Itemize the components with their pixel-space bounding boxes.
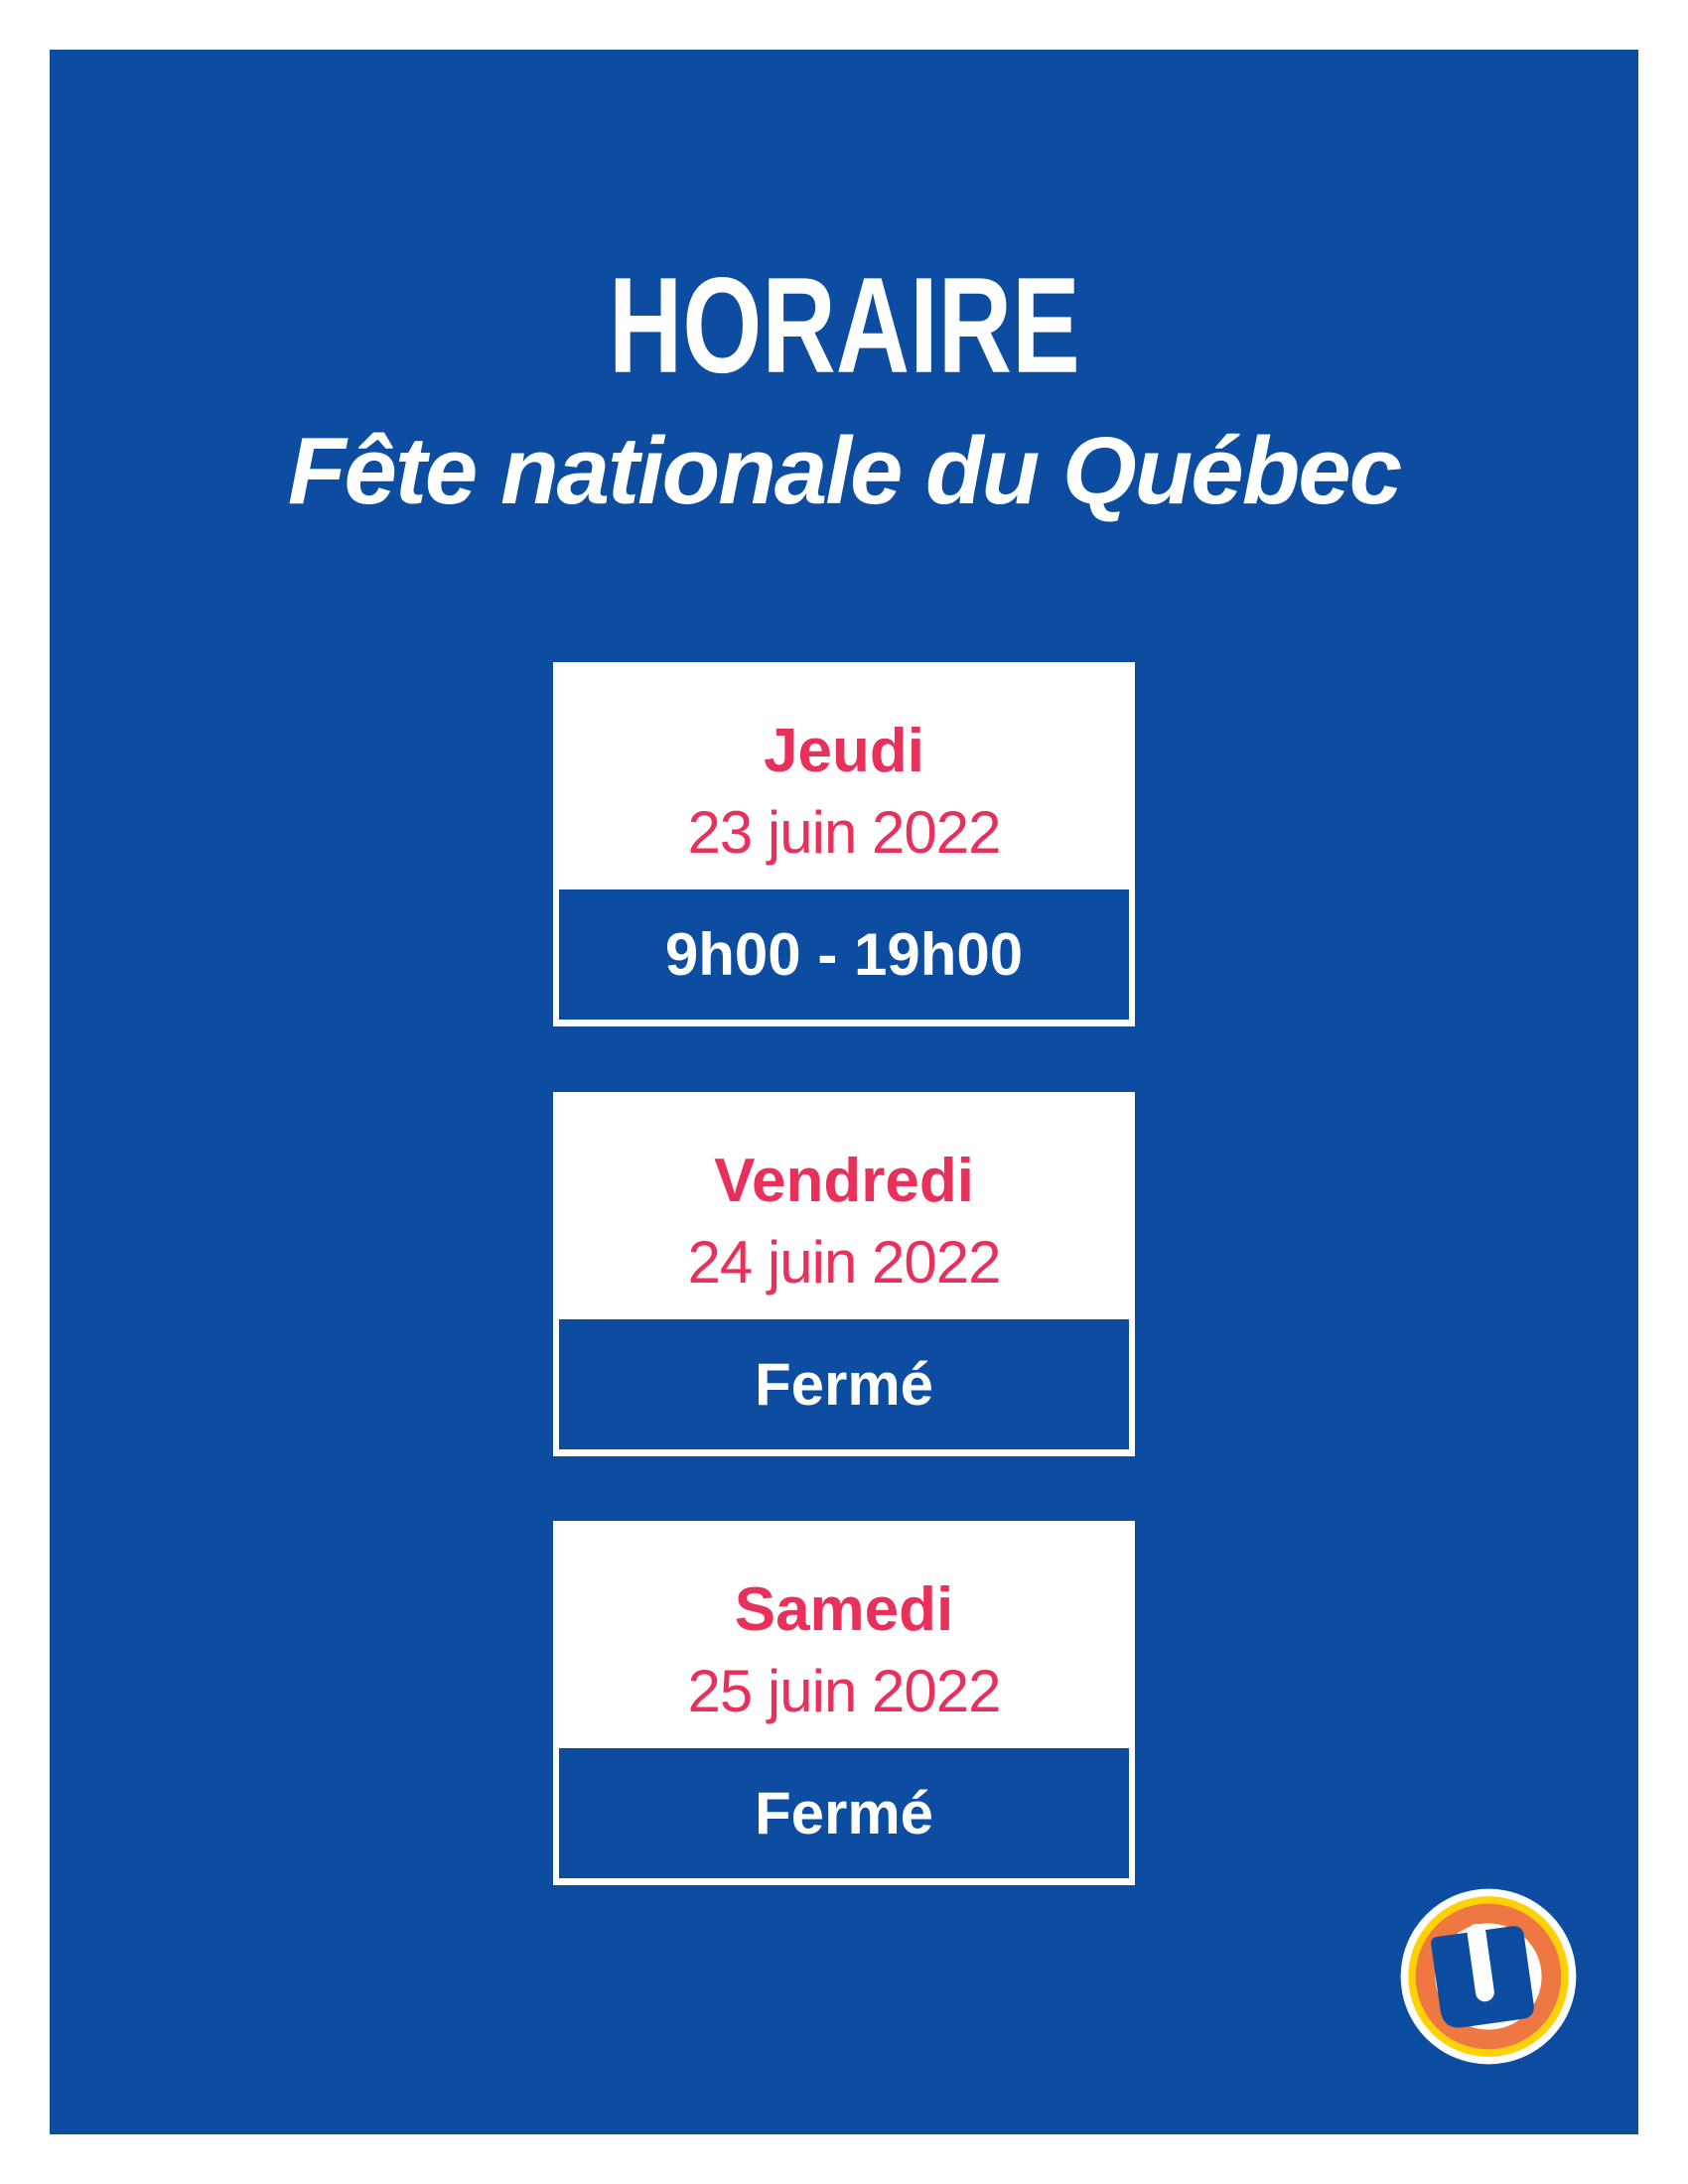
hours-bar: Fermé [559, 1319, 1129, 1449]
blue-panel: HORAIRE Fête nationale du Québec Jeudi 2… [50, 50, 1638, 2134]
poster-subtitle: Fête nationale du Québec [287, 418, 1402, 524]
hours-label: 9h00 - 19h00 [664, 921, 1024, 988]
day-label: Jeudi [764, 717, 924, 785]
hours-label: Fermé [754, 1351, 934, 1418]
schedule-card-friday: Vendredi 24 juin 2022 Fermé [553, 1092, 1135, 1456]
hours-bar: 9h00 - 19h00 [559, 889, 1129, 1020]
date-label: 23 juin 2022 [687, 799, 1002, 866]
day-label: Vendredi [714, 1147, 974, 1215]
uniprix-logo-icon [1395, 1883, 1582, 2070]
hours-bar: Fermé [559, 1748, 1129, 1878]
u-letter-slot [1467, 1923, 1494, 2002]
uniprix-logo-svg [1400, 1888, 1577, 2065]
day-label: Samedi [734, 1575, 954, 1644]
date-label: 25 juin 2022 [687, 1658, 1002, 1724]
hours-label: Fermé [754, 1780, 934, 1846]
schedule-card-thursday: Jeudi 23 juin 2022 9h00 - 19h00 [553, 662, 1135, 1026]
poster-title-text: HORAIRE [608, 249, 1080, 401]
date-label: 24 juin 2022 [687, 1229, 1002, 1296]
schedule-card-saturday: Samedi 25 juin 2022 Fermé [553, 1521, 1135, 1885]
logo-u-glyph [1431, 1923, 1534, 2028]
poster-title: HORAIRE [50, 249, 1638, 401]
